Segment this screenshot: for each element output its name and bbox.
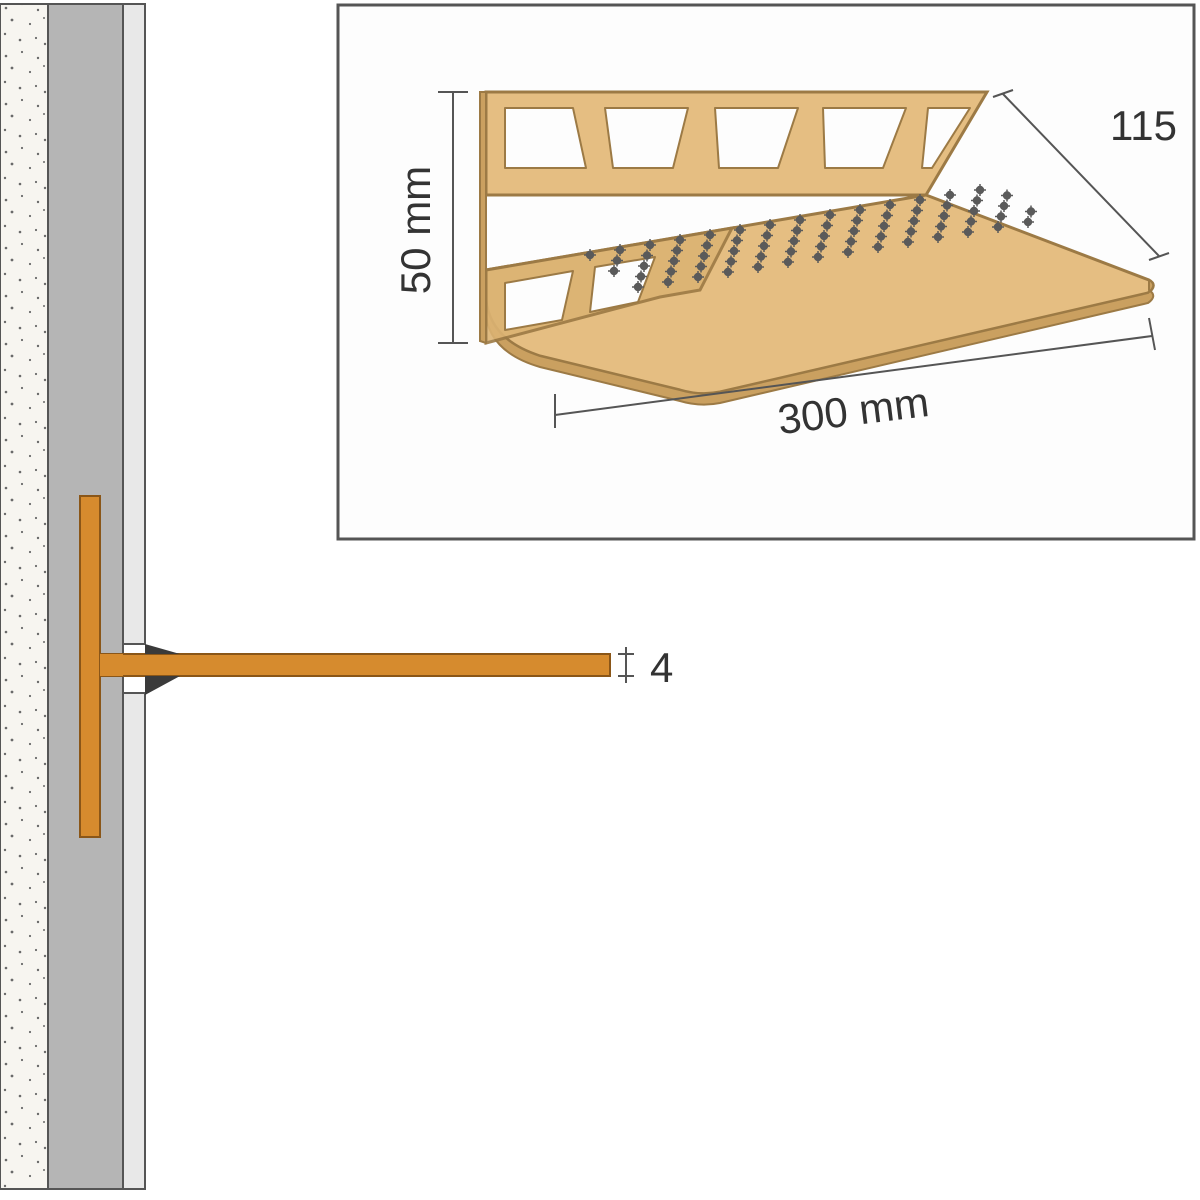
shelf-horizontal-plate: [100, 654, 610, 676]
dim-depth-label: 115: [1110, 102, 1177, 149]
dim-thickness-label: 4: [650, 644, 673, 691]
shelf-back-upper: [486, 92, 987, 195]
iso-panel: [338, 5, 1194, 539]
dim-height-label: 50 mm: [392, 166, 439, 294]
technical-diagram: 4: [0, 0, 1200, 1200]
tile-layer-upper: [123, 4, 145, 644]
tile-layer-lower: [123, 693, 145, 1189]
wall-cross-section: [0, 4, 145, 1189]
plaster-layer: [0, 4, 48, 1189]
shelf-vertical-leg: [80, 496, 100, 837]
